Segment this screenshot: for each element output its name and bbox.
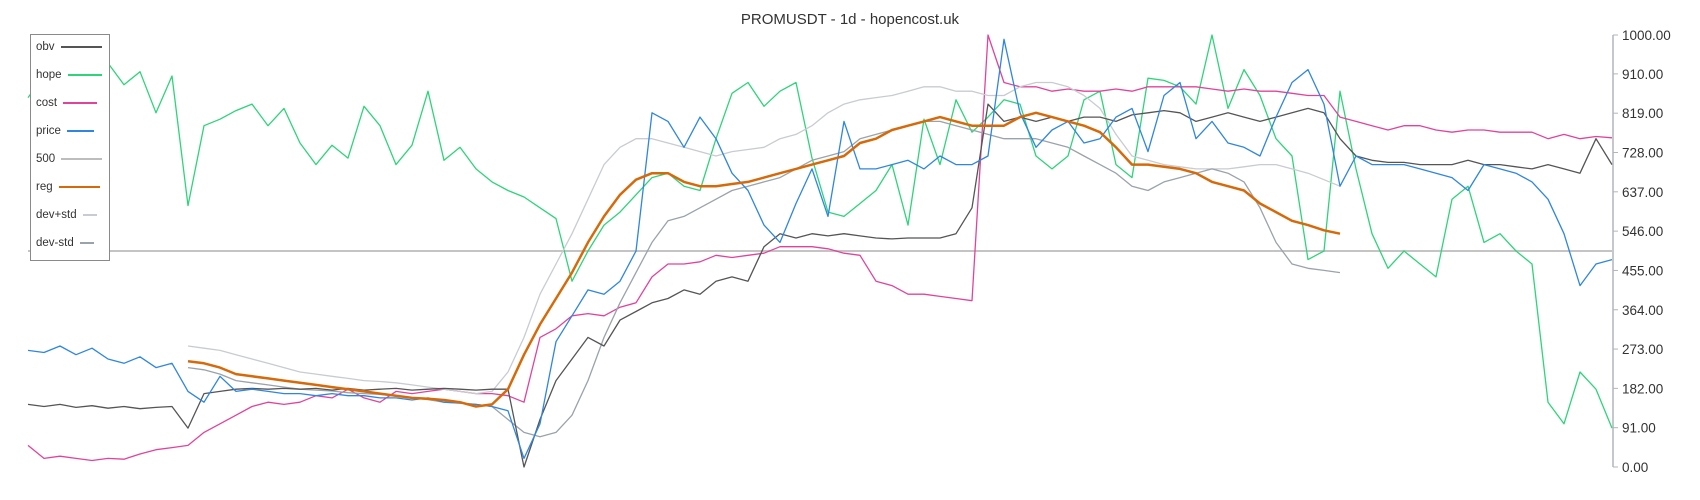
legend-swatch-icon xyxy=(79,242,94,244)
y-tick-label: 546.00 xyxy=(1622,224,1663,239)
series-reg xyxy=(187,111,1341,408)
y-tick-label: 364.00 xyxy=(1622,303,1663,318)
legend-label: obv xyxy=(36,41,55,53)
legend-item-obv[interactable]: obv xyxy=(36,39,102,55)
series-lines xyxy=(27,34,1613,468)
legend-label: dev+std xyxy=(36,209,77,221)
series-price xyxy=(27,38,1613,460)
legend-swatch-icon xyxy=(67,74,102,76)
y-tick-label: 455.00 xyxy=(1622,263,1663,278)
legend-item-reg[interactable]: reg xyxy=(36,179,100,195)
legend-swatch-icon xyxy=(61,158,103,160)
legend-label: reg xyxy=(36,181,53,193)
legend-swatch-icon xyxy=(66,130,94,132)
legend-item-dev-std[interactable]: dev-std xyxy=(36,235,94,251)
series-obv xyxy=(27,103,1613,468)
y-tick-label: 91.00 xyxy=(1622,421,1656,436)
legend-item-cost[interactable]: cost xyxy=(36,95,98,111)
chart-title: PROMUSDT - 1d - hopencost.uk xyxy=(740,11,960,28)
series-hope xyxy=(27,34,1613,429)
legend-swatch-icon xyxy=(82,214,97,216)
y-tick-label: 637.00 xyxy=(1622,185,1663,200)
y-tick-label: 0.00 xyxy=(1622,460,1648,475)
y-tick-label: 273.00 xyxy=(1622,342,1663,357)
legend-label: 500 xyxy=(36,153,56,165)
legend-label: price xyxy=(36,125,61,137)
y-tick-label: 910.00 xyxy=(1622,67,1663,82)
y-tick-label: 1000.00 xyxy=(1622,28,1671,43)
y-tick-label: 728.00 xyxy=(1622,146,1663,161)
series-cost xyxy=(27,34,1613,462)
y-axis-right: 1000.00 910.00 819.00 728.00 637.00 546.00 455… xyxy=(1612,28,1671,475)
legend-label: hope xyxy=(36,69,62,81)
legend-swatch-icon xyxy=(63,102,98,104)
y-tick-label: 182.00 xyxy=(1622,381,1663,396)
legend-swatch-icon xyxy=(60,46,102,48)
legend-swatch-icon xyxy=(58,186,100,188)
legend: obv hope cost price 500 reg dev+std dev-std xyxy=(30,34,110,261)
legend-label: cost xyxy=(36,97,58,109)
y-tick-label: 819.00 xyxy=(1622,106,1663,121)
legend-item-price[interactable]: price xyxy=(36,123,94,139)
legend-item-dev-std[interactable]: dev+std xyxy=(36,207,97,223)
legend-item-hope[interactable]: hope xyxy=(36,67,102,83)
series-dev-std xyxy=(187,81,1341,395)
legend-label: dev-std xyxy=(36,237,74,249)
legend-item-500[interactable]: 500 xyxy=(36,151,103,167)
